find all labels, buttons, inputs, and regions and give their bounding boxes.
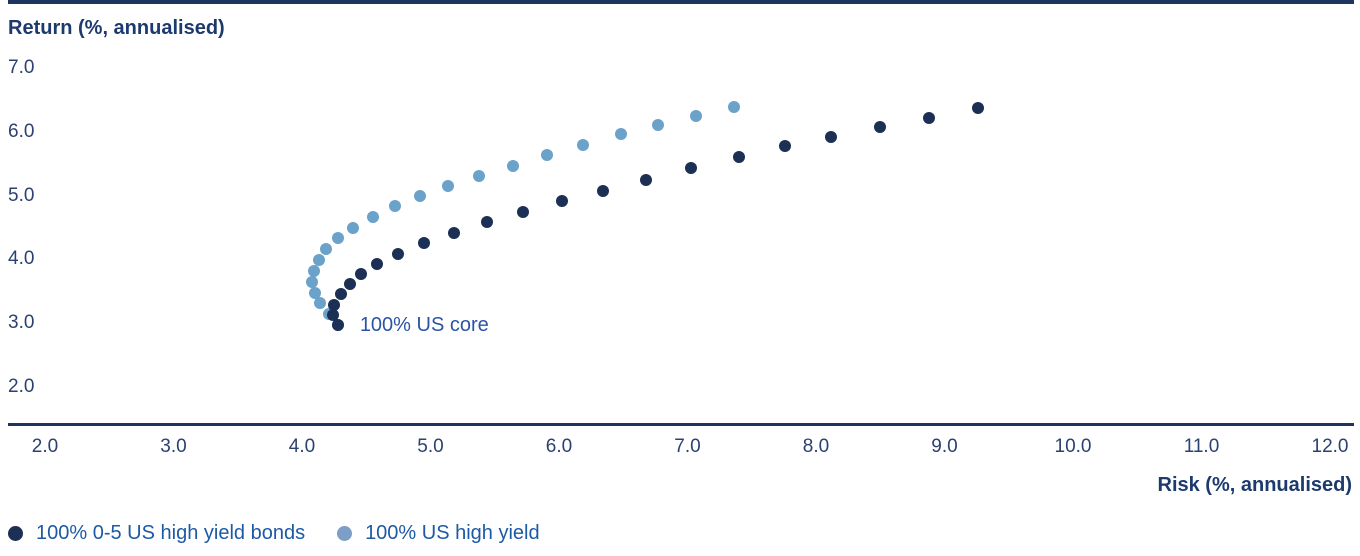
data-point (473, 169, 486, 182)
data-point (414, 190, 427, 203)
data-point (971, 102, 984, 115)
data-point (370, 257, 383, 270)
data-point (312, 254, 325, 267)
data-point (727, 100, 740, 113)
data-point (651, 119, 664, 132)
x-tick-label: 5.0 (417, 436, 444, 457)
legend-item: 100% US high yield (337, 522, 540, 545)
data-point (874, 121, 887, 134)
top-rule (8, 0, 1354, 4)
y-tick-label: 4.0 (8, 248, 35, 270)
data-point (614, 128, 627, 141)
data-point (555, 195, 568, 208)
data-point (331, 319, 344, 332)
x-axis-line (8, 423, 1354, 426)
data-point (306, 275, 319, 288)
data-point (388, 200, 401, 213)
data-point (366, 210, 379, 223)
x-tick-label: 12.0 (1311, 436, 1349, 457)
data-point (442, 180, 455, 193)
y-tick-label: 5.0 (8, 184, 35, 206)
x-tick-label: 6.0 (545, 436, 573, 457)
data-point (331, 232, 344, 245)
data-point (392, 247, 405, 260)
data-point (343, 278, 356, 291)
data-point (596, 185, 609, 198)
data-point (326, 308, 339, 321)
y-tick-label: 6.0 (8, 120, 35, 142)
data-point (732, 150, 745, 163)
data-point (577, 139, 590, 152)
legend-label: 100% 0-5 US high yield bonds (36, 522, 306, 544)
y-tick-label: 3.0 (8, 312, 35, 334)
data-point (825, 130, 838, 143)
data-point (923, 111, 936, 124)
y-tick-label: 7.0 (8, 57, 35, 78)
x-tick-label: 2.0 (31, 436, 59, 457)
data-point (347, 221, 360, 234)
data-point (506, 159, 519, 172)
data-point (334, 288, 347, 301)
data-point (355, 268, 368, 281)
legend: 100% 0-5 US high yield bonds 100% US high… (8, 522, 540, 545)
legend-dot-icon (8, 526, 23, 541)
x-tick-label: 3.0 (160, 436, 187, 457)
data-point (541, 149, 554, 162)
data-point (313, 297, 326, 310)
y-axis-title: Return (%, annualised) (8, 17, 225, 39)
data-point (690, 109, 703, 122)
legend-dot-icon (337, 526, 353, 541)
data-point (447, 226, 460, 239)
y-tick-label: 2.0 (8, 376, 35, 397)
data-point (640, 174, 653, 187)
data-point (320, 243, 333, 256)
annotation-100-us-core: 100% US core (359, 314, 489, 337)
x-tick-label: 10.0 (1054, 436, 1092, 457)
x-tick-label: 11.0 (1183, 436, 1220, 457)
data-point (418, 236, 431, 249)
x-tick-label: 7.0 (674, 436, 701, 457)
data-point (328, 298, 341, 311)
data-point (779, 140, 792, 153)
data-point (685, 161, 698, 174)
x-tick-label: 4.0 (288, 436, 316, 457)
x-tick-label: 8.0 (802, 436, 830, 457)
x-tick-label: 9.0 (931, 436, 958, 457)
legend-item: 100% 0-5 US high yield bonds (8, 522, 305, 545)
data-point (307, 264, 320, 277)
data-point (481, 216, 494, 229)
legend-label: 100% US high yield (365, 522, 540, 544)
data-point (517, 206, 530, 219)
x-axis-title: Risk (%, annualised) (1157, 474, 1353, 496)
data-point (308, 286, 321, 299)
